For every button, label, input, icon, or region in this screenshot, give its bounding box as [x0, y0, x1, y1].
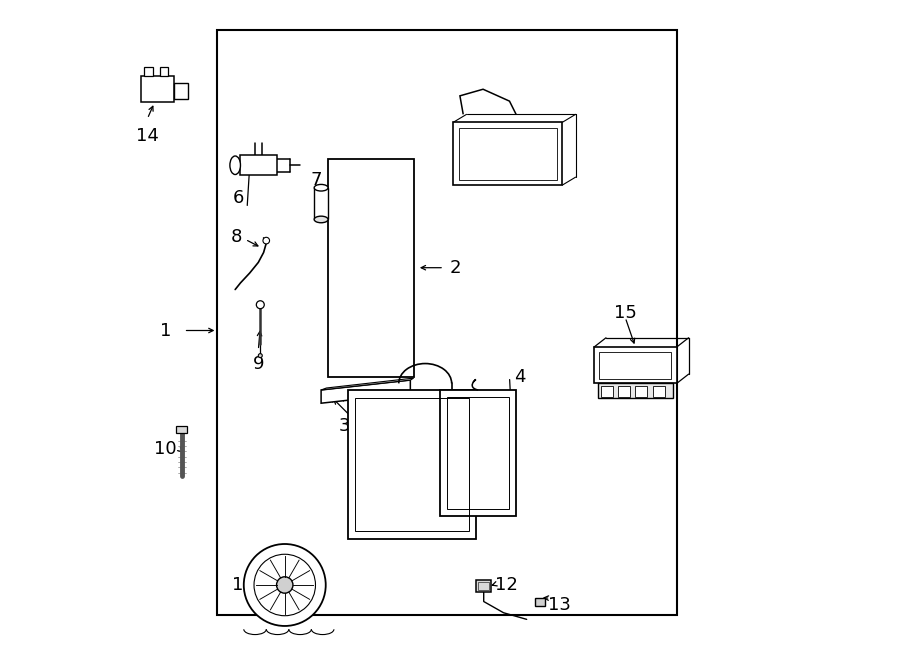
Circle shape: [263, 237, 269, 244]
Bar: [144, 67, 152, 76]
Bar: [476, 580, 491, 592]
Bar: [446, 397, 509, 509]
Bar: [141, 76, 175, 102]
Circle shape: [244, 544, 326, 626]
Text: 7: 7: [310, 171, 321, 189]
Text: 6: 6: [233, 189, 244, 208]
Circle shape: [276, 577, 292, 593]
Text: 12: 12: [495, 576, 518, 594]
Bar: [160, 67, 168, 76]
Bar: [356, 398, 469, 531]
Bar: [598, 383, 673, 398]
Bar: [652, 386, 665, 397]
Bar: [479, 582, 489, 590]
Text: 5: 5: [542, 146, 553, 165]
Bar: [459, 128, 557, 180]
Text: 11: 11: [231, 576, 255, 594]
Ellipse shape: [258, 354, 262, 358]
Ellipse shape: [230, 156, 240, 175]
Text: 2: 2: [449, 258, 461, 277]
Polygon shape: [321, 380, 410, 403]
Bar: [217, 30, 677, 615]
Text: 3: 3: [338, 417, 350, 436]
Text: 10: 10: [154, 440, 176, 459]
Bar: [635, 386, 647, 397]
Bar: [175, 83, 187, 99]
Circle shape: [256, 301, 265, 309]
Bar: [535, 598, 545, 606]
Polygon shape: [321, 378, 414, 390]
Text: 13: 13: [547, 596, 571, 615]
Bar: [314, 188, 328, 219]
Bar: [454, 122, 562, 185]
Text: 9: 9: [253, 354, 264, 373]
Text: 8: 8: [230, 228, 242, 247]
Bar: [600, 386, 613, 397]
Text: 1: 1: [160, 321, 172, 340]
Text: 4: 4: [514, 368, 526, 386]
Bar: [240, 155, 277, 175]
Text: 15: 15: [614, 303, 636, 322]
Bar: [618, 386, 630, 397]
Bar: [328, 159, 414, 377]
Ellipse shape: [314, 216, 328, 223]
Bar: [347, 390, 476, 539]
Circle shape: [254, 554, 316, 616]
Bar: [599, 352, 671, 379]
Ellipse shape: [314, 184, 328, 191]
Bar: [594, 347, 677, 383]
Bar: [440, 390, 516, 516]
Bar: [176, 426, 187, 433]
Text: 14: 14: [136, 126, 158, 145]
